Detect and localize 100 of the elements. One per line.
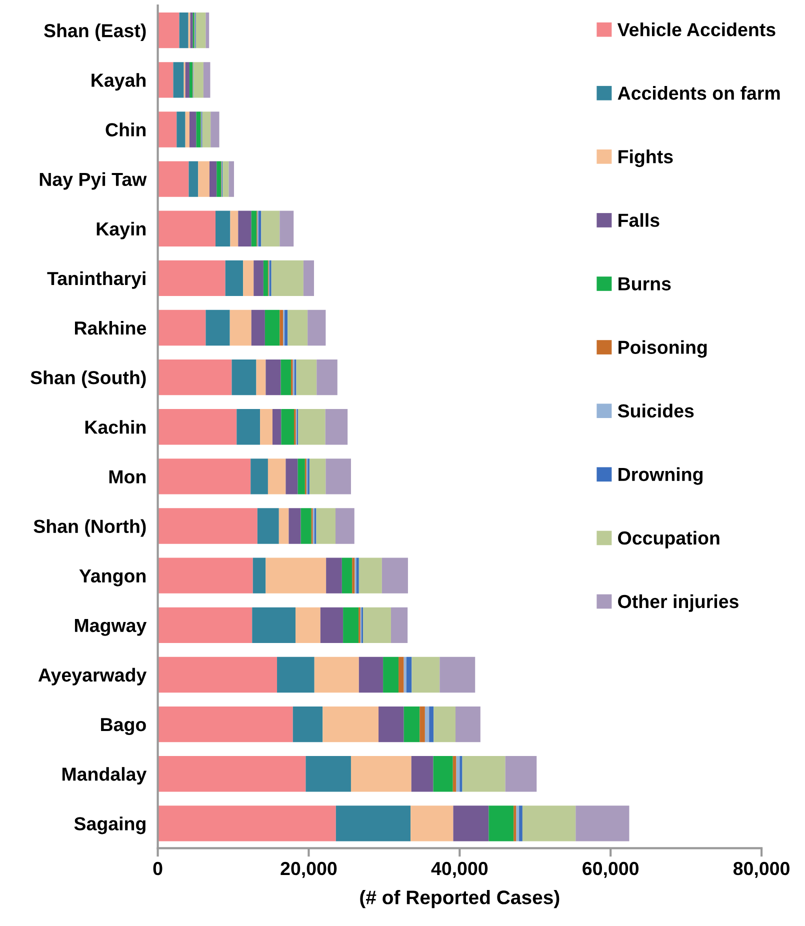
bar (296, 607, 320, 644)
bar (420, 706, 425, 742)
y-tick-label: Rakhine (74, 320, 146, 335)
bar (158, 806, 336, 842)
bar (266, 558, 326, 594)
bar (266, 359, 281, 396)
bar (206, 310, 230, 346)
bar (296, 359, 317, 396)
bar (158, 508, 258, 544)
bar (230, 310, 252, 346)
legend-label: Poisoning (618, 340, 707, 358)
bar (158, 458, 251, 494)
y-tick-label: Sagaing (74, 816, 146, 834)
bar (257, 508, 279, 544)
bar (406, 656, 412, 693)
bar (179, 12, 188, 48)
bar (284, 310, 288, 346)
bar (326, 558, 342, 594)
bar (277, 656, 314, 693)
bar (158, 706, 293, 742)
bar (298, 458, 305, 494)
bar (252, 607, 296, 644)
bar (236, 409, 260, 445)
bar (336, 806, 411, 842)
bar (383, 656, 399, 693)
y-tick-label: Shan (North) (34, 519, 146, 537)
bar (280, 310, 284, 346)
bar (194, 62, 204, 98)
y-tick-label: Bago (101, 718, 146, 736)
bar (424, 706, 430, 742)
bar (303, 260, 314, 296)
bar (336, 508, 354, 544)
bar (280, 210, 294, 246)
bar (308, 310, 326, 346)
y-tick-label: Ayeyarwady (38, 668, 147, 686)
bar (342, 558, 352, 594)
y-tick-label: Mon (109, 470, 146, 484)
bar (238, 210, 252, 246)
bar (411, 756, 434, 792)
legend-label: Other injuries (618, 594, 738, 612)
y-tick-label: Shan (South) (30, 370, 146, 388)
bar (452, 756, 456, 792)
bar (216, 210, 230, 246)
bar (522, 806, 576, 842)
x-axis-title: (# of Reported Cases) (360, 890, 560, 908)
bar (326, 458, 351, 494)
bar (252, 558, 266, 594)
bar (176, 112, 186, 148)
bar (378, 706, 404, 742)
bar (519, 806, 522, 842)
bar (316, 359, 338, 396)
bar (271, 260, 304, 296)
bar (225, 260, 244, 296)
y-tick-label: Chin (106, 122, 146, 136)
legend-label: Burns (618, 277, 671, 290)
y-tick-label: Kayah (92, 73, 146, 91)
bar (158, 62, 174, 98)
bar (196, 12, 206, 48)
x-tick-label: 40,000 (431, 862, 488, 878)
bar (281, 409, 294, 445)
bar (280, 359, 291, 396)
bar (398, 656, 404, 693)
legend-label: Fights (618, 150, 673, 168)
y-tick-label: Yangon (79, 569, 146, 586)
bar (158, 656, 278, 693)
legend-label: Vehicle Accidents (617, 22, 776, 36)
bar (350, 756, 412, 792)
bar (404, 656, 406, 693)
bar (209, 161, 217, 197)
x-tick-label: 0 (153, 862, 162, 876)
bar (260, 409, 272, 445)
bar (263, 260, 268, 296)
bar (382, 558, 408, 594)
bar (230, 210, 238, 246)
bar (320, 607, 344, 644)
bar (390, 607, 408, 644)
bar (505, 756, 537, 792)
bar (306, 756, 351, 792)
bar (206, 12, 210, 48)
bar (264, 310, 280, 346)
bar (158, 210, 216, 246)
bar (173, 62, 184, 98)
bar (272, 409, 282, 445)
y-tick-label: Tanintharyi (47, 271, 146, 289)
bar (222, 161, 229, 197)
bar (429, 706, 434, 742)
bar (300, 508, 312, 544)
x-tick-label: 80,000 (733, 862, 790, 878)
bar (292, 706, 323, 742)
bar (352, 558, 355, 594)
bar (251, 210, 257, 246)
bar (185, 112, 190, 148)
bar (258, 210, 262, 246)
y-tick-label: Mandalay (62, 767, 147, 785)
bar (158, 161, 189, 197)
bar (358, 656, 384, 693)
bar (158, 756, 306, 792)
bar (314, 656, 359, 693)
bar (288, 310, 308, 346)
bar (434, 706, 456, 742)
